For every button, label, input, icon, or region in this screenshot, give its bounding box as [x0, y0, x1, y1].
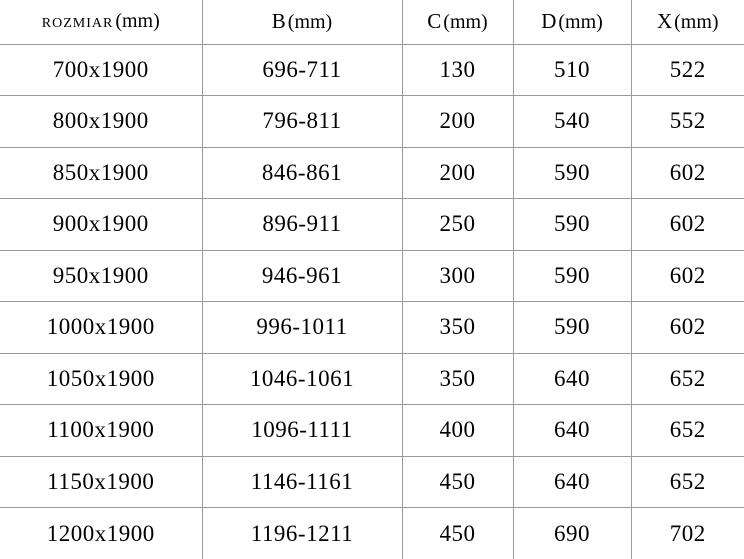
column-header-d-unit: (mm) [558, 11, 603, 34]
table-cell: 540 [513, 95, 632, 148]
table-cell: 1050x1900 [0, 353, 203, 405]
table-row: 1000x1900 996-1011 350 590 602 [0, 301, 744, 354]
table-row: 1150x1900 1146-1161 450 640 652 [0, 456, 744, 508]
column-header-c-label: C [427, 9, 442, 34]
table-cell: 700x1900 [0, 44, 203, 96]
column-header-b-unit: (mm) [287, 11, 333, 34]
table-cell: 450 [402, 456, 514, 508]
table-row: 950x1900 946-961 300 590 602 [0, 250, 744, 302]
table-cell: 300 [402, 250, 514, 302]
table-cell: 590 [513, 198, 632, 251]
table-cell: 640 [513, 456, 632, 508]
table-cell: 850x1900 [0, 147, 203, 199]
table-cell: 1100x1900 [0, 404, 203, 457]
header-row: ROZMIAR (mm) B (mm) C (mm) D (mm) X (mm) [0, 0, 744, 45]
table-cell: 602 [631, 147, 744, 199]
table-cell: 1046-1061 [202, 353, 403, 405]
table-cell: 130 [402, 44, 514, 96]
table-cell: 950x1900 [0, 250, 203, 302]
table-row: 850x1900 846-861 200 590 602 [0, 147, 744, 199]
table-cell: 696-711 [202, 44, 403, 96]
table-header: ROZMIAR (mm) B (mm) C (mm) D (mm) X (mm) [0, 0, 744, 45]
table-cell: 590 [513, 250, 632, 302]
table-cell: 702 [669, 520, 706, 546]
column-header-c: C (mm) [402, 0, 514, 45]
table-cell: 652 [631, 456, 744, 508]
table-cell: 996-1011 [202, 301, 403, 354]
table-cell: 200 [402, 147, 514, 199]
table-cell: 400 [402, 404, 514, 457]
table-cell: 652 [631, 404, 744, 457]
table-cell: 590 [513, 301, 632, 354]
column-header-x: X (mm) [631, 0, 744, 45]
table-cell: 1146-1161 [202, 456, 403, 508]
column-header-d-label: D [541, 9, 557, 34]
column-header-b: B (mm) [202, 0, 403, 45]
table-cell: 1196-1211 [202, 507, 403, 559]
table-cell: 690 [513, 507, 632, 559]
table-row: 1050x1900 1046-1061 350 640 652 [0, 353, 744, 405]
table-cell: 640 [513, 404, 632, 457]
table-row: 1100x1900 1096-1111 400 640 652 [0, 404, 744, 457]
table-cell: 846-861 [202, 147, 403, 199]
table-cell: 450 [402, 507, 514, 559]
table-cell: 200 [402, 95, 514, 148]
table-row: 800x1900 796-811 200 540 552 [0, 95, 744, 148]
table-cell: 250 [402, 198, 514, 251]
table-cell: 1000x1900 [0, 301, 203, 354]
column-header-rozmiar: ROZMIAR (mm) [0, 0, 203, 45]
table-body: 700x1900 696-711 130 510 522 800x1900 796-811 2… [0, 44, 744, 559]
table-cell: 602 [631, 301, 744, 354]
column-header-b-label: B [271, 9, 286, 34]
table-cell: 350 [402, 301, 514, 354]
table-cell: 800x1900 [0, 95, 203, 148]
table-cell: 796-811 [202, 95, 403, 148]
column-header-d: D (mm) [513, 0, 632, 45]
table-cell: 896-911 [202, 198, 403, 251]
table-row: 900x1900 896-911 250 590 602 [0, 198, 744, 251]
column-header-x-unit: (mm) [674, 11, 719, 34]
table-cell: 522 [631, 44, 744, 96]
table-cell: 652 [631, 353, 744, 405]
table-cell: 900x1900 [0, 198, 203, 251]
table-cell: 602 [631, 198, 744, 251]
table-cell: 1200x1900 [0, 507, 203, 559]
table-row: 1200x1900 1196-1211 450 690 702 [0, 507, 744, 559]
table-cell: 510 [513, 44, 632, 96]
table-cell: 552 [631, 95, 744, 148]
table-cell: 350 [402, 353, 514, 405]
table-cell: 602 [631, 250, 744, 302]
table-cell: 946-961 [202, 250, 403, 302]
column-header-rozmiar-unit: (mm) [115, 10, 160, 33]
column-header-rozmiar-label: ROZMIAR [41, 16, 114, 32]
table-cell: 1150x1900 [0, 456, 203, 508]
column-header-c-unit: (mm) [443, 11, 488, 34]
table-cell: 1096-1111 [202, 404, 403, 457]
table-cell: 590 [513, 147, 632, 199]
table-row: 700x1900 696-711 130 510 522 [0, 44, 744, 96]
column-header-x-label: X [656, 9, 673, 34]
table-cell: 640 [513, 353, 632, 405]
